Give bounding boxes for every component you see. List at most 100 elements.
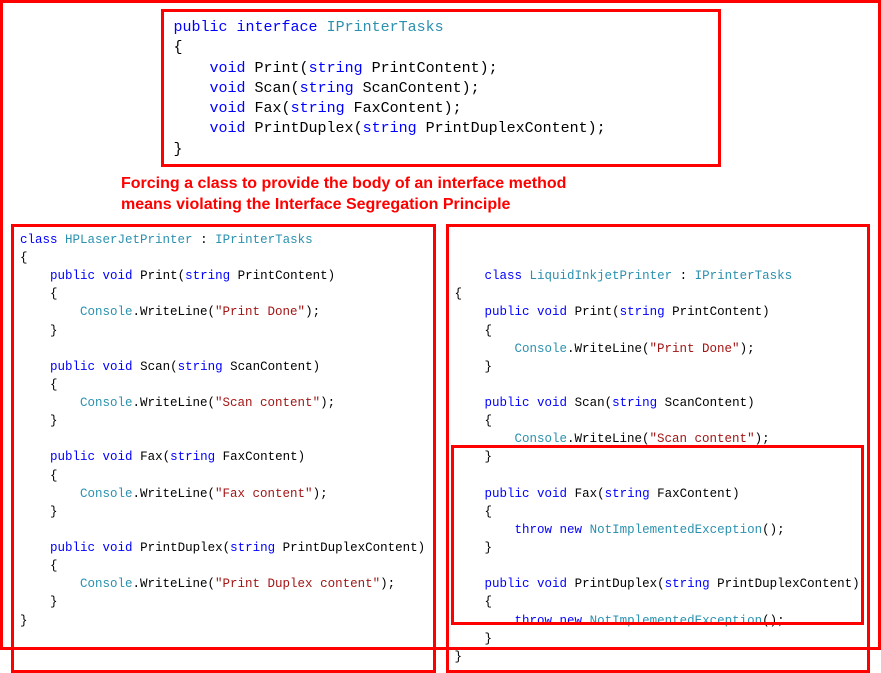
code-token: string (300, 80, 354, 97)
code-token: public (485, 396, 530, 410)
code-token: } (174, 141, 183, 158)
code-token: "Scan content" (215, 396, 320, 410)
code-token: } (50, 595, 58, 609)
code-token: ); (305, 305, 320, 319)
code-token: class (20, 233, 58, 247)
code-token: { (50, 378, 58, 392)
code-token: ); (320, 396, 335, 410)
code-token: public (50, 269, 95, 283)
code-token: interface (237, 19, 318, 36)
code-token: PrintContent) (238, 269, 336, 283)
code-token: class (485, 269, 523, 283)
code-token: string (178, 360, 223, 374)
code-token: string (291, 100, 345, 117)
code-token: } (50, 324, 58, 338)
code-token: ScanContent); (363, 80, 480, 97)
code-token: string (309, 60, 363, 77)
code-token: PrintDuplex( (140, 541, 230, 555)
code-token: { (50, 559, 58, 573)
code-token: Scan( (575, 396, 613, 410)
code-token: { (20, 251, 28, 265)
code-token: PrintContent) (672, 305, 770, 319)
code-token: } (485, 360, 493, 374)
code-token: } (50, 505, 58, 519)
code-token: { (50, 469, 58, 483)
code-token: .WriteLine( (133, 305, 216, 319)
outer-frame: public interface IPrinterTasks { void Pr… (0, 0, 881, 650)
code-row: class HPLaserJetPrinter : IPrinterTasks … (11, 224, 870, 673)
code-token: public (50, 450, 95, 464)
code-token: PrintContent); (372, 60, 498, 77)
code-token: Fax( (140, 450, 170, 464)
code-token: void (537, 305, 567, 319)
code-token: .WriteLine( (133, 396, 216, 410)
caption-text: Forcing a class to provide the body of a… (121, 173, 870, 216)
code-token: public (174, 19, 228, 36)
code-token: ); (740, 342, 755, 356)
code-token: void (210, 120, 246, 137)
code-token: : (200, 233, 215, 247)
code-token: "Print Done" (650, 342, 740, 356)
code-token: } (20, 614, 28, 628)
code-token: "Print Done" (215, 305, 305, 319)
code-token: "Fax content" (215, 487, 313, 501)
code-token: { (50, 287, 58, 301)
code-token: Console (80, 487, 133, 501)
code-token: void (103, 450, 133, 464)
code-token: } (485, 632, 493, 646)
code-token: Console (80, 305, 133, 319)
code-token: void (210, 80, 246, 97)
code-token: PrintDuplexContent) (283, 541, 426, 555)
code-token: Console (515, 342, 568, 356)
code-token: FaxContent) (223, 450, 306, 464)
code-token: IPrinterTasks (327, 19, 444, 36)
code-token: void (210, 60, 246, 77)
code-token: .WriteLine( (133, 487, 216, 501)
code-token: { (485, 414, 493, 428)
interface-code-box: public interface IPrinterTasks { void Pr… (161, 9, 721, 167)
code-token: HPLaserJetPrinter (65, 233, 193, 247)
code-token: PrintDuplexContent); (426, 120, 606, 137)
code-token: IPrinterTasks (695, 269, 793, 283)
code-token: { (174, 39, 183, 56)
code-token: Print( (575, 305, 620, 319)
code-token: ); (380, 577, 395, 591)
right-code-box: class LiquidInkjetPrinter : IPrinterTask… (446, 224, 871, 673)
code-token: : (680, 269, 695, 283)
caption-line2: means violating the Interface Segregatio… (121, 196, 510, 213)
code-token: string (620, 305, 665, 319)
code-token: LiquidInkjetPrinter (530, 269, 673, 283)
code-token: string (185, 269, 230, 283)
code-token: } (50, 414, 58, 428)
code-token: string (612, 396, 657, 410)
code-token: ScanContent) (230, 360, 320, 374)
code-token: Scan( (140, 360, 178, 374)
code-token: string (170, 450, 215, 464)
code-token: void (103, 541, 133, 555)
left-code-box: class HPLaserJetPrinter : IPrinterTasks … (11, 224, 436, 673)
code-token: Console (80, 396, 133, 410)
code-token: string (230, 541, 275, 555)
code-token: IPrinterTasks (215, 233, 313, 247)
code-token: Console (80, 577, 133, 591)
code-token: FaxContent); (354, 100, 462, 117)
code-token: public (50, 360, 95, 374)
code-token: void (210, 100, 246, 117)
code-token: PrintDuplex( (255, 120, 363, 137)
code-token: void (537, 396, 567, 410)
code-token: Fax( (255, 100, 291, 117)
code-token: "Print Duplex content" (215, 577, 380, 591)
code-token: ); (313, 487, 328, 501)
code-token: Scan( (255, 80, 300, 97)
code-token: { (455, 287, 463, 301)
code-token: void (103, 360, 133, 374)
code-token: ScanContent) (665, 396, 755, 410)
code-token: string (363, 120, 417, 137)
code-token: } (455, 650, 463, 664)
code-token: Print( (255, 60, 309, 77)
code-token: { (485, 324, 493, 338)
code-token: .WriteLine( (133, 577, 216, 591)
code-token: public (50, 541, 95, 555)
code-token: void (103, 269, 133, 283)
code-token: .WriteLine( (567, 342, 650, 356)
